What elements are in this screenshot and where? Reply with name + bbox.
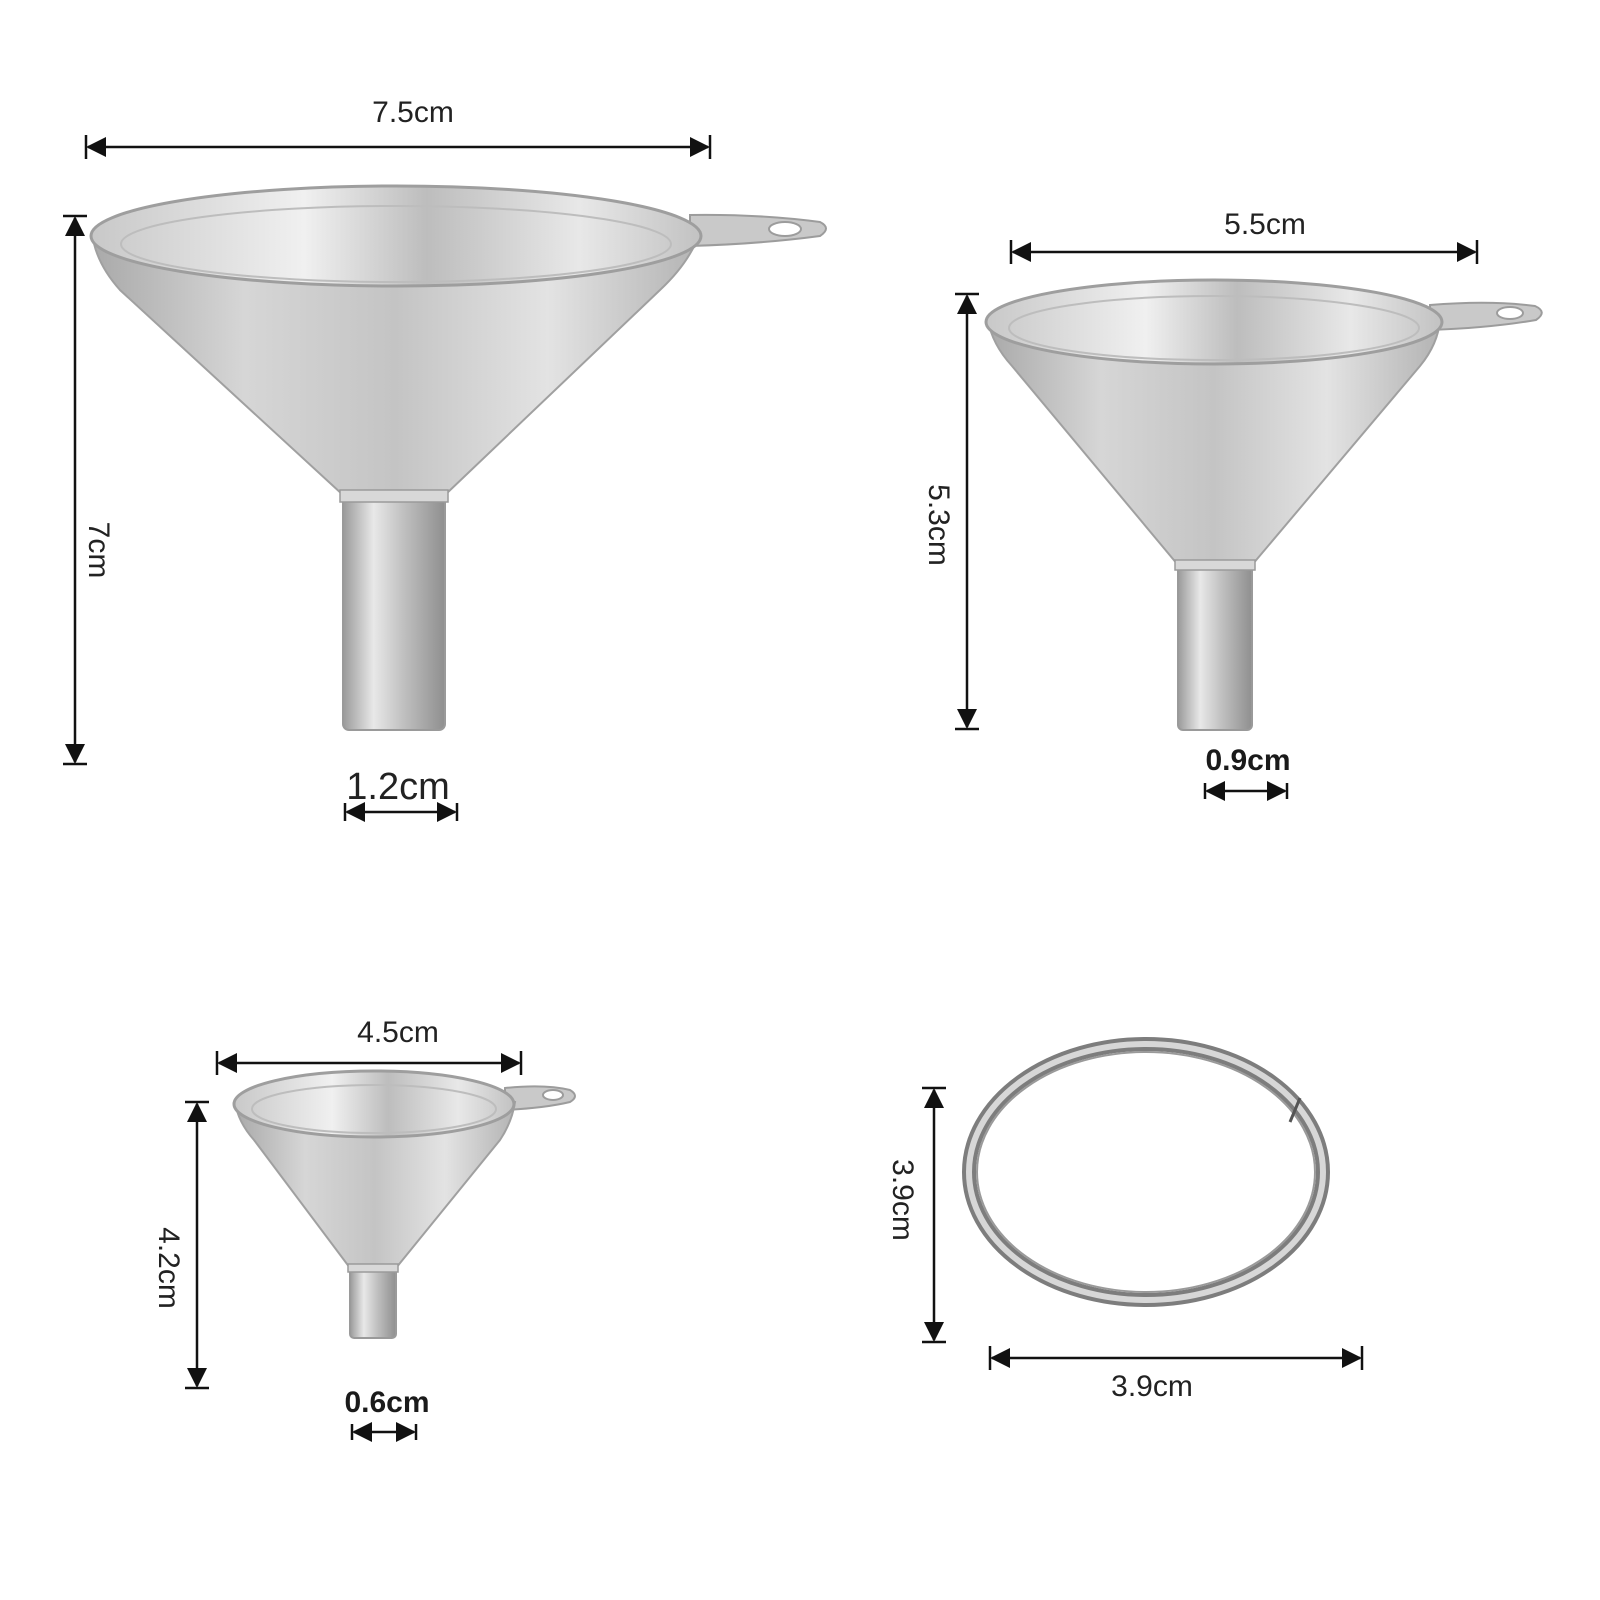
small-spout-label: 0.6cm (344, 1386, 430, 1419)
small-width-label: 4.5cm (357, 1016, 439, 1049)
ring-width-label: 3.9cm (1111, 1370, 1193, 1403)
split-ring (962, 1037, 1330, 1307)
small-height-label: 4.2cm (152, 1227, 185, 1309)
small-funnel (232, 1069, 576, 1339)
large-spout-label: 1.2cm (346, 766, 450, 808)
medium-spout-label: 0.9cm (1205, 744, 1291, 777)
large-width-label: 7.5cm (372, 96, 454, 129)
large-height-label: 7cm (82, 521, 115, 579)
ring-height-label: 3.9cm (886, 1159, 919, 1241)
large-funnel (89, 184, 827, 731)
medium-width-label: 5.5cm (1224, 208, 1306, 241)
medium-funnel (984, 278, 1543, 731)
medium-height-label: 5.3cm (922, 484, 955, 566)
dimension-arrows (63, 135, 1479, 1442)
